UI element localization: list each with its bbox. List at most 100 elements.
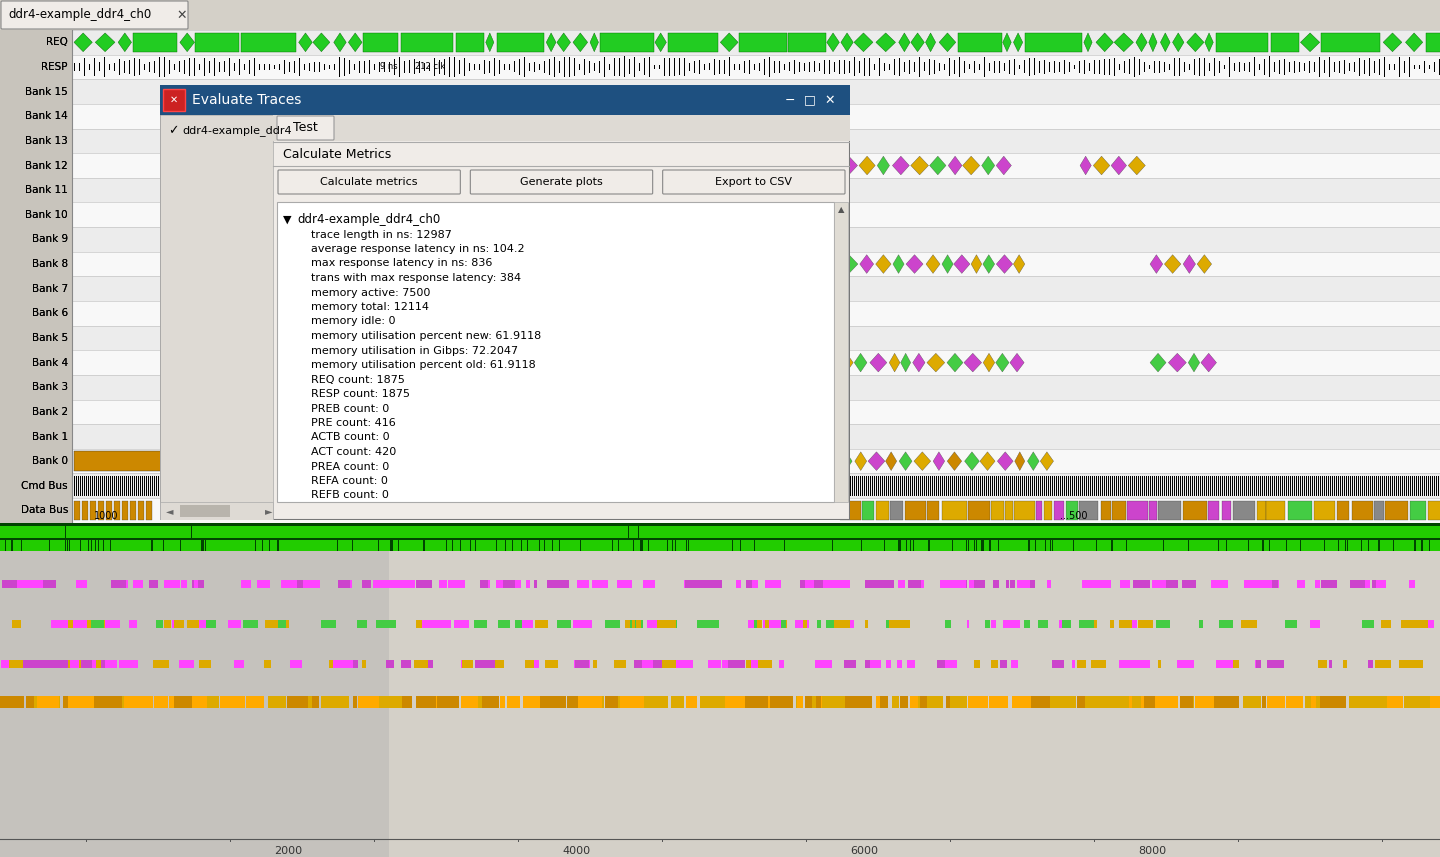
Bar [861,526,863,538]
Bar [138,540,141,551]
Bar [12,526,13,538]
Bar [144,696,153,708]
Bar [796,696,801,708]
Bar [1151,526,1152,538]
Bar [1198,526,1200,538]
Bar [714,526,717,538]
Bar [766,540,769,551]
Bar [1388,540,1390,551]
Bar [520,526,524,538]
Bar [638,696,654,708]
Bar [929,526,932,538]
Bar [1103,540,1104,551]
Bar [994,526,996,538]
Bar [1358,540,1361,551]
Bar [164,580,180,588]
Bar [1290,696,1302,708]
Bar [360,540,361,551]
Bar [1149,540,1151,551]
Bar [108,540,109,551]
Bar [310,526,311,538]
Bar [431,526,433,538]
Bar [1273,526,1274,538]
Bar [1299,526,1300,538]
Bar [700,696,721,708]
Bar [245,526,246,538]
Bar [1256,660,1261,668]
Bar [914,540,917,551]
Bar [1369,540,1372,551]
Bar [55,526,59,538]
Bar [217,540,219,551]
Bar [1138,540,1140,551]
Bar [485,696,492,708]
Bar [1365,526,1368,538]
Bar [873,526,876,538]
Bar [936,526,937,538]
Polygon shape [913,353,924,372]
Bar [1195,696,1212,708]
Bar [1424,540,1427,551]
Bar [804,540,805,551]
Bar [1218,526,1223,538]
Bar [56,526,59,538]
Polygon shape [1384,33,1403,51]
Bar [465,660,468,668]
Bar [1336,526,1338,538]
Bar [1207,526,1210,538]
Bar [171,540,173,551]
Bar [504,526,507,538]
Bar [1341,526,1344,538]
Bar [1185,526,1188,538]
Bar [1328,540,1329,551]
Bar [760,526,762,538]
Bar [26,540,27,551]
Bar [477,696,492,708]
Bar [204,526,207,538]
Bar [1238,526,1240,538]
Bar [755,660,772,668]
Bar [553,540,556,551]
Bar [657,620,674,628]
Bar [281,526,284,538]
Bar [183,696,194,708]
Text: ✕: ✕ [177,9,187,21]
Bar [510,526,511,538]
Bar [1174,696,1176,708]
Bar [1240,526,1243,538]
Bar [1174,540,1176,551]
Bar [1420,526,1423,538]
Bar [112,540,114,551]
Bar [1116,540,1117,551]
Bar [1185,540,1188,551]
Bar [876,526,878,538]
Polygon shape [854,33,873,51]
Bar [154,526,157,538]
Bar [991,540,994,551]
Bar [860,526,861,538]
Bar [685,696,697,708]
Bar [209,620,212,628]
Bar [50,526,53,538]
Bar [98,526,99,538]
Bar [583,526,588,538]
Bar [1014,526,1018,538]
Bar [1063,526,1067,538]
Bar [1228,526,1231,538]
Bar [933,540,936,551]
Bar [1139,526,1142,538]
Bar [1089,526,1093,538]
Bar [187,526,192,538]
Bar [585,540,586,551]
Bar [1,660,13,668]
Bar [517,540,520,551]
Text: RESP: RESP [42,62,68,72]
Bar [501,526,503,538]
Bar [272,696,284,708]
Bar [1316,526,1319,538]
Bar [1403,526,1404,538]
Bar [1333,540,1335,551]
Bar [492,540,494,551]
Bar [141,540,144,551]
Bar [320,540,323,551]
